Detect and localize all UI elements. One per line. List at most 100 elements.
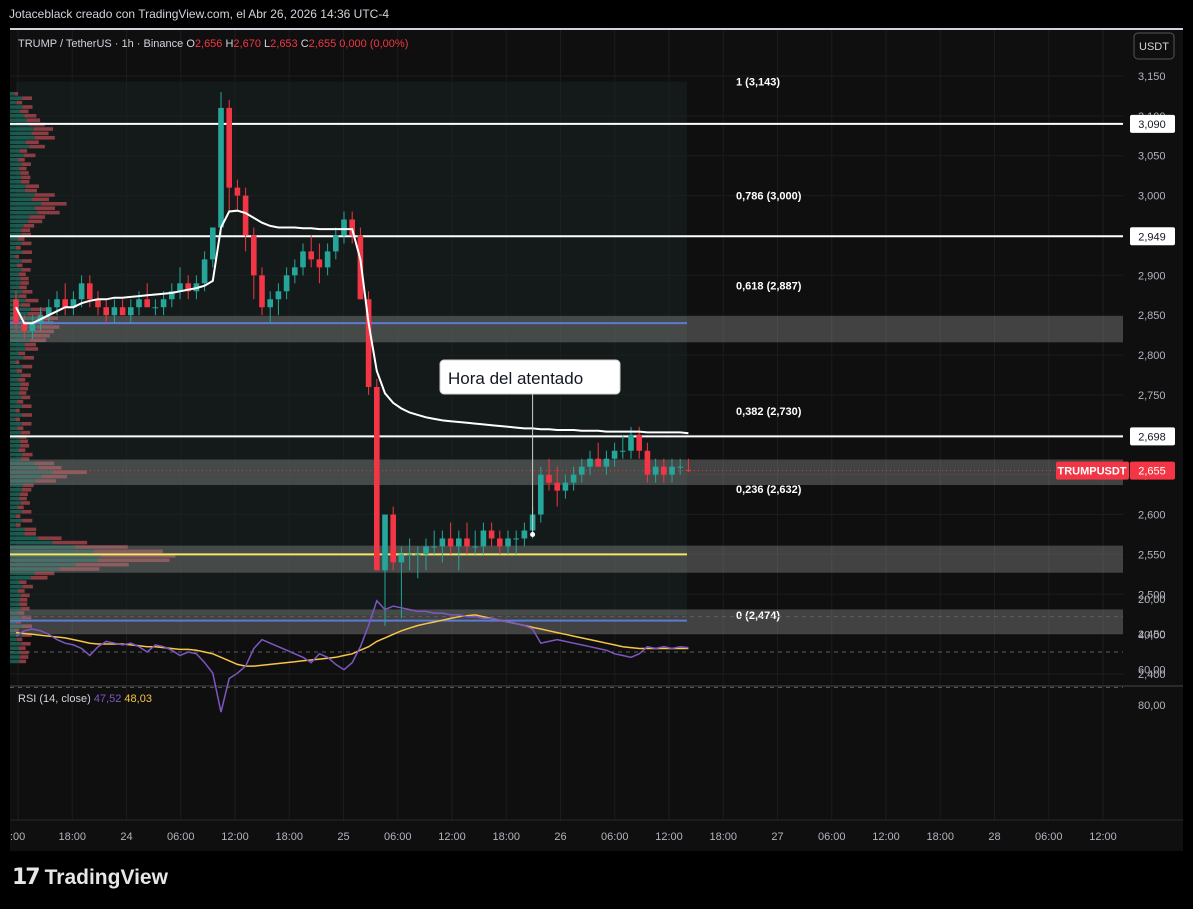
volume-profile-bar [17,505,24,510]
chart-area[interactable]: 1 (3,143) 0,786 (3,000) 0,618 (2,887) 0,382… [10,28,1183,853]
candle-body [275,291,282,300]
volume-profile-bar [10,144,30,149]
time-tick-label: 06:00 [384,831,412,843]
volume-profile-bar [10,175,22,180]
price-axis[interactable]: USDT3,1503,1003,0503,0002,9502,9002,8502… [1056,30,1183,853]
time-tick-label: 27 [771,831,783,843]
volume-profile-bar [22,452,33,457]
volume-profile-bar [24,527,37,532]
volume-profile-bar [17,426,24,430]
candle-body [447,538,454,547]
volume-profile-bar [10,180,21,184]
volume-profile-bar [20,276,29,281]
volume-profile-bar [10,452,23,457]
volume-profile-bar [10,136,35,140]
volume-profile-bar [10,118,27,122]
legend-part: L [261,38,270,50]
volume-profile-bar [10,166,20,171]
volume-profile-bar [10,285,20,290]
legend-part: 2,655 [309,38,337,50]
volume-profile-bar [10,598,20,602]
volume-profile-bar [10,655,21,659]
volume-profile-bar [20,457,30,461]
volume-profile-bar [10,356,24,360]
price-chart[interactable]: 1 (3,143) 0,786 (3,000) 0,618 (2,887) 0,382… [10,30,1183,853]
candle-body [513,538,519,540]
volume-profile-bar [10,426,18,430]
volume-profile-bar [10,294,20,298]
candle-body [29,323,36,332]
volume-profile-bar [10,580,20,584]
candle-body [406,554,413,556]
candle-body [119,307,126,316]
rsi-ma-line [15,614,689,667]
volume-profile-bar [10,567,60,571]
volume-profile-bar [21,488,32,492]
time-axis[interactable]: :00 18:00 24 06:00 12:00 18:00 25 06:00 12:00 18:… [10,819,1183,843]
volume-profile-bar [10,237,18,241]
candle-body [423,546,429,555]
last-price-tag [1130,461,1175,480]
time-tick-label: 12:00 [221,831,249,843]
horizontal-lines [10,122,1123,622]
volume-profile-bar [18,659,27,664]
legend-part: TRUMP / TetherUS · 1h · Binance [18,38,186,50]
volume-profile-bar [16,100,23,105]
volume-profile-bar [34,206,55,210]
volume-profile-bar [19,580,27,584]
candle-body [111,307,118,316]
volume-profile-bar [19,386,29,391]
volume-profile-bar [10,593,21,598]
candle-body [242,195,249,236]
volume-profile-bar [21,175,31,180]
candle-body [333,235,339,252]
volume-profile-bar [17,237,25,241]
price-tick-label: 2,600 [1138,510,1166,522]
rsi-tick-label: 20,00 [1138,594,1166,606]
time-tick-label: 26 [554,831,566,843]
volume-profile-bar [21,642,31,646]
footer: 17 TradingView [0,851,1193,909]
fib-level-label: 0,382 (2,730) [736,406,802,418]
volume-profile-bar [20,180,30,184]
legend-part: 2,653 [270,38,298,50]
annotation[interactable]: Hora del atentado [439,359,621,537]
volume-profile-bar [18,272,26,276]
volume-profile-bar [22,96,33,100]
candle-body [259,275,265,308]
annotation-text: Hora del atentado [448,369,583,388]
volume-profile-bar [10,637,17,642]
volume-profile-bar [20,444,30,448]
volume-profile-bar [18,391,27,395]
volume-profile-bar [10,501,21,505]
price-tick-label: 2,850 [1138,310,1166,322]
volume-profile-bar [10,215,30,219]
volume-profile-bar [10,171,21,175]
candle-body [579,466,585,475]
volume-profile-bar [10,206,35,210]
candle-body [316,259,323,268]
time-tick-label: :00 [10,831,25,843]
volume-profile-bar [10,417,16,422]
volume-profile-bar [35,479,56,483]
candle-body [324,251,331,268]
annotation-box [439,359,621,395]
tradingview-logo[interactable]: 17 TradingView [12,865,168,890]
annotation-dot [530,531,536,537]
volume-profile-bar [10,628,15,633]
volume-profile-bar [10,153,25,158]
ohlc-legend-text: TRUMP / TetherUS · 1h · Binance O2,656 H… [18,38,408,50]
time-tick-label: 12:00 [655,831,683,843]
candle-body [365,299,372,387]
volume-profile-bar [10,197,32,202]
volume-profile-bar [10,606,21,611]
volume-profile-bar [37,325,60,329]
currency-button [1133,32,1175,60]
candle-body [661,466,667,475]
volume-profile-bar [10,250,23,254]
candle-body [497,538,503,547]
volume-profile-bar [10,232,22,237]
time-tick-label: 18:00 [492,831,520,843]
volume-profile-bar [10,158,19,162]
volume-profile-bar [10,259,22,263]
